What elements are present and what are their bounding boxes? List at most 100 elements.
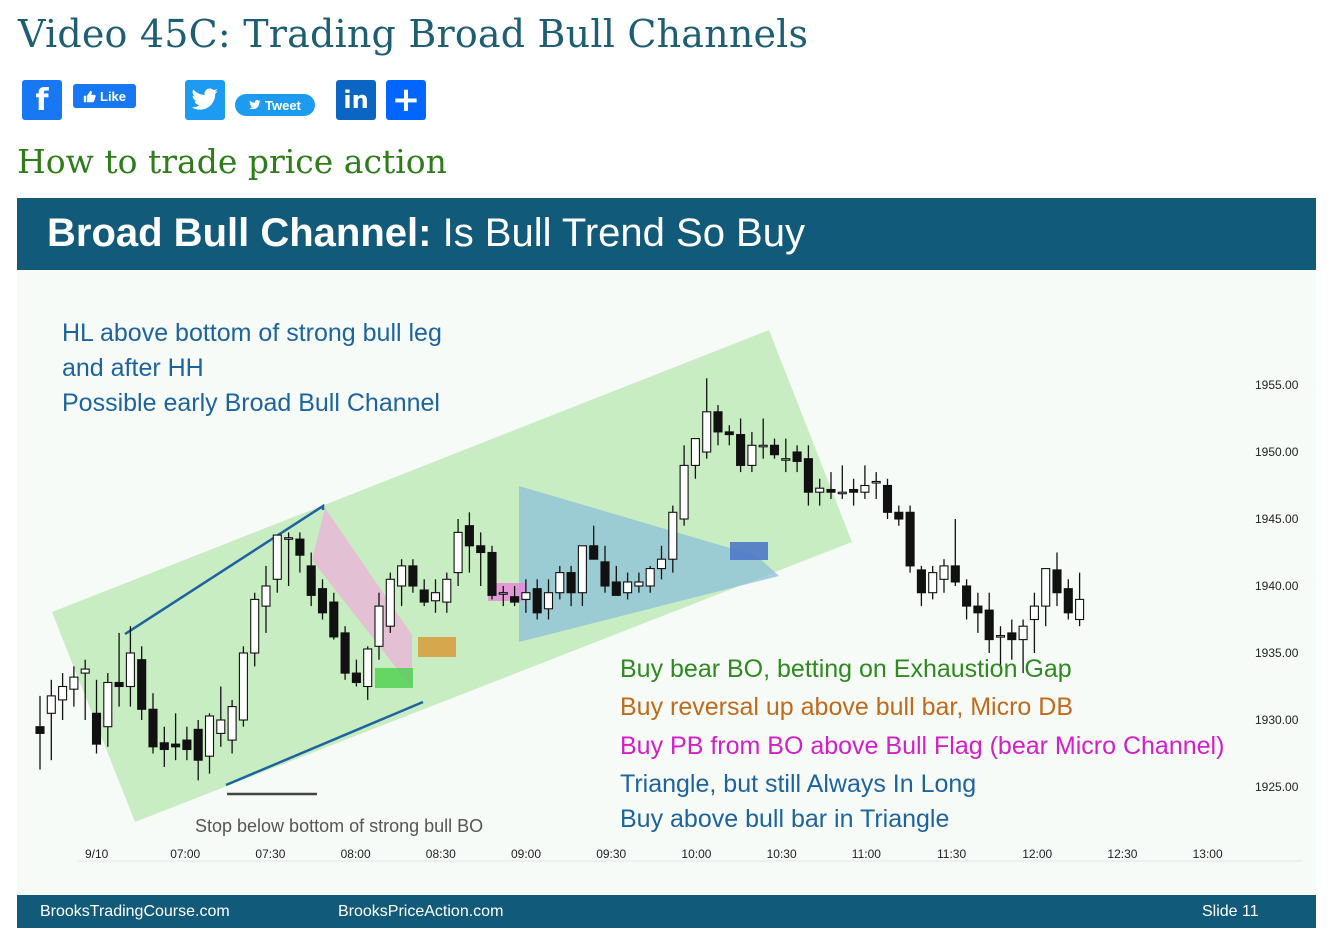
bear-candle — [962, 585, 972, 607]
bear-candle — [1007, 632, 1017, 641]
bull-candle — [363, 648, 373, 688]
video-slide[interactable]: Broad Bull Channel: Is Bull Trend So Buy… — [17, 198, 1316, 928]
x-tick-label: 07:30 — [255, 847, 285, 861]
slide-header-rest: Is Bull Trend So Buy — [442, 211, 805, 255]
bull-candle — [679, 464, 689, 520]
bull-candle — [747, 444, 757, 466]
bear-candle — [464, 525, 474, 547]
bull-candle — [442, 578, 452, 603]
bear-candle — [35, 726, 45, 734]
bull-candle — [1075, 598, 1085, 621]
bear-candle — [171, 743, 181, 748]
bull-candle — [227, 706, 237, 741]
bull-candle — [781, 458, 791, 461]
x-tick-label: 12:30 — [1107, 847, 1137, 861]
bull-candle — [645, 568, 655, 587]
bear-candle — [950, 565, 960, 583]
tweet-button[interactable]: Tweet — [235, 94, 315, 116]
more-share-button[interactable]: + — [386, 80, 426, 120]
bull-candle — [397, 565, 407, 587]
y-tick-label: 1940.00 — [1255, 579, 1299, 593]
bear-candle — [114, 681, 124, 688]
footer-price-action-link[interactable]: BrooksPriceAction.com — [338, 903, 504, 920]
bull-candle — [656, 558, 667, 570]
twitter-bird-icon — [249, 100, 261, 110]
x-tick-label: 08:30 — [426, 847, 456, 861]
bear-candle — [295, 538, 305, 556]
bull-candle — [46, 695, 56, 714]
bull-leg-trendline — [124, 503, 325, 636]
x-tick-label: 13:00 — [1193, 847, 1223, 861]
bear-micro-channel-zone — [312, 508, 412, 688]
bear-candle — [905, 511, 915, 567]
x-tick-label: 10:00 — [681, 847, 711, 861]
bear-candle — [611, 581, 621, 596]
bear-candle — [984, 609, 994, 641]
facebook-share-button[interactable]: f — [22, 80, 62, 120]
bear-candle — [487, 551, 497, 596]
facebook-like-button[interactable]: Like — [73, 84, 137, 108]
stop-note: Stop below bottom of strong bull BO — [195, 816, 483, 836]
facebook-icon: f — [35, 82, 49, 118]
bull-candle — [634, 581, 644, 587]
bull-candle — [939, 565, 949, 580]
x-tick-label: 11:00 — [852, 847, 881, 861]
channel-bottom-trendline — [225, 700, 424, 787]
bear-candle — [408, 565, 418, 587]
bear-candle — [849, 488, 859, 493]
bear-candle — [894, 511, 904, 520]
bull-candle — [385, 578, 395, 627]
bear-candle — [329, 601, 339, 638]
footer-course-link[interactable]: BrooksTradingCourse.com — [40, 903, 230, 920]
bear-candle — [1052, 569, 1062, 594]
x-tick-label: 07:00 — [170, 847, 200, 861]
bull-candle — [543, 592, 554, 610]
bull-candle — [871, 480, 881, 484]
candlestick-chart: 1955.00 1950.00 1945.00 1940.00 1935.00 1930.… — [35, 319, 1302, 862]
bear-candle — [148, 708, 158, 748]
bear-candle — [826, 488, 836, 493]
top-left-note-line-2: and after HH — [62, 354, 204, 382]
slide-header-title: Broad Bull Channel: Is Bull Trend So Buy — [47, 211, 805, 256]
bull-candle — [1041, 568, 1051, 607]
micro-db-buy-box — [418, 637, 456, 657]
slide-footer: BrooksTradingCourse.com BrooksPriceActio… — [17, 895, 1316, 928]
bear-candle — [351, 672, 361, 684]
triangle-pattern — [519, 486, 779, 642]
bull-candle — [216, 719, 226, 734]
bull-candle — [80, 668, 90, 674]
bull-candle — [103, 681, 113, 728]
slide-header: Broad Bull Channel: Is Bull Trend So Buy — [17, 198, 1316, 270]
bull-candle — [1018, 625, 1028, 641]
x-tick-label: 09:30 — [596, 847, 626, 861]
bear-candle — [510, 596, 520, 603]
bull-candle — [58, 685, 68, 701]
x-tick-label: 9/10 — [85, 847, 109, 861]
bull-candle — [758, 444, 768, 448]
bull-candle — [815, 487, 825, 493]
tweet-label: Tweet — [265, 97, 301, 113]
bear-candle — [566, 572, 576, 594]
legend-exhaustion-gap: Buy bear BO, betting on Exhaustion Gap — [620, 655, 1072, 683]
legend-bull-flag: Buy PB from BO above Bull Flag (bear Mic… — [620, 732, 1224, 760]
bull-candle — [69, 676, 79, 690]
bear-candle — [600, 561, 610, 587]
twitter-share-button[interactable] — [185, 80, 225, 120]
linkedin-icon: in — [343, 86, 369, 114]
bear-candle — [317, 588, 328, 614]
bull-candle — [250, 598, 260, 654]
x-tick-label: 10:30 — [767, 847, 797, 861]
bear-candle — [419, 589, 429, 603]
x-tick-label: 12:00 — [1022, 847, 1052, 861]
bull-candle — [453, 531, 463, 574]
bear-candle — [916, 569, 926, 594]
y-tick-label: 1945.00 — [1255, 512, 1299, 526]
top-left-note-line-1: HL above bottom of strong bull leg — [62, 319, 442, 347]
y-tick-label: 1955.00 — [1255, 378, 1299, 392]
bear-candle — [193, 728, 203, 761]
x-axis: 9/10 07:00 07:30 08:00 08:30 09:00 09:30 10:00 1… — [85, 847, 1223, 861]
bull-candle — [204, 715, 215, 757]
y-tick-label: 1935.00 — [1255, 646, 1299, 660]
linkedin-share-button[interactable]: in — [336, 80, 376, 120]
bear-candle — [724, 431, 734, 436]
